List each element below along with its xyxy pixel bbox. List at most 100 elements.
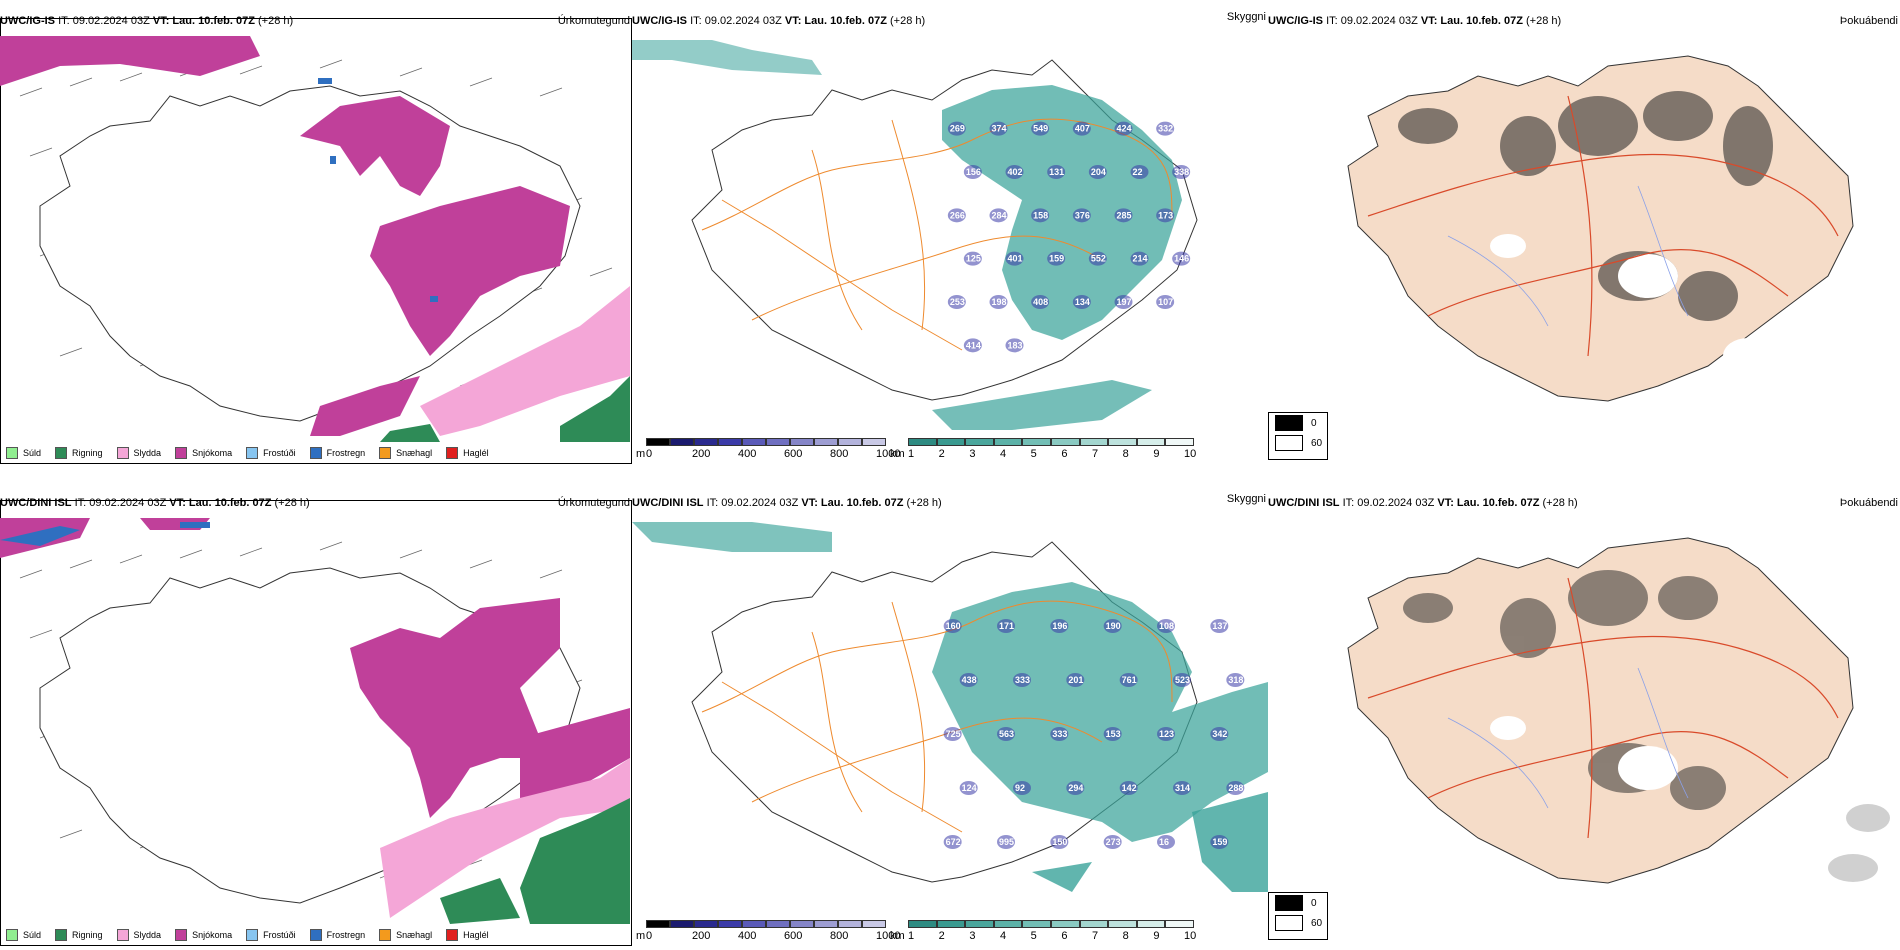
- colorbar-cell: [766, 920, 790, 928]
- colorbar-tick: 10: [1184, 930, 1197, 942]
- legend-swatch: [446, 447, 459, 459]
- ceiling-spot: [1047, 251, 1066, 266]
- legend-label: Snjókoma: [192, 448, 233, 458]
- legend-swatch: [309, 447, 322, 459]
- colorbar-unit: km: [890, 448, 905, 460]
- legend-item: Rigning: [55, 929, 103, 941]
- colorbar-cell: [936, 920, 966, 928]
- ceiling-spot: [1072, 208, 1091, 223]
- fog-legend-row: 60: [1269, 433, 1327, 453]
- legend-swatch: [116, 929, 129, 941]
- legend-item: Haglél: [446, 447, 489, 459]
- ceiling-value-label: 159: [1212, 837, 1227, 847]
- legend-label: Snæhagl: [396, 448, 433, 458]
- ceiling-value-label: 332: [1158, 124, 1173, 134]
- init-time: IT: 09.02.2024 03Z: [1326, 15, 1418, 27]
- ceiling-spot: [1226, 673, 1245, 687]
- ceiling-spot: [1130, 165, 1149, 179]
- legend-item: Snæhagl: [379, 447, 432, 459]
- ceiling-value-label: 407: [1075, 124, 1090, 134]
- ceiling-value-label: 137: [1212, 621, 1227, 631]
- ceiling-spot: [963, 251, 982, 266]
- road-network: [701, 600, 1173, 833]
- colorbar-tick: 800: [830, 930, 849, 942]
- ceiling-value-label: 204: [1091, 167, 1106, 177]
- ceiling-spot: [1210, 835, 1229, 849]
- ceiling-value-label: 124: [962, 783, 977, 793]
- fog-legend-label: 0: [1311, 897, 1317, 909]
- ceiling-value-label: 273: [1106, 837, 1121, 847]
- ceiling-value-label: 424: [1117, 124, 1132, 134]
- init-time: IT: 09.02.2024 03Z: [1342, 497, 1435, 509]
- colorbar-cell: [1136, 438, 1166, 446]
- ceiling-value-label: 672: [946, 837, 961, 847]
- ceiling-spot: [997, 619, 1015, 633]
- top-fog-header: UWC/IG-IS IT: 09.02.2024 03Z VT: Lau. 10…: [1268, 12, 1900, 30]
- ceiling-spot: [1119, 673, 1138, 687]
- ceiling-value-label: 253: [950, 297, 965, 307]
- ceiling-value-label: 173: [1158, 210, 1173, 220]
- lead-time: (+28 h): [906, 497, 942, 509]
- legend-item: Rigning: [55, 447, 103, 459]
- colorbar-tick: 1000: [876, 930, 901, 942]
- colorbar-unit: m: [636, 930, 646, 942]
- ceiling-value-label: 153: [1106, 729, 1121, 739]
- fog-legend-swatch: [1275, 915, 1303, 931]
- ceiling-colorbar: m 0 200 400 600 800 1000: [636, 438, 900, 464]
- ceiling-spot: [1130, 251, 1149, 266]
- colorbar-cell: [646, 920, 670, 928]
- legend-swatch: [379, 929, 392, 941]
- colorbar-tick: 7: [1092, 930, 1099, 942]
- colorbar-cell: [718, 920, 742, 928]
- fog-roads: [1367, 95, 1839, 357]
- valid-time: VT: Lau. 10.feb. 07Z: [784, 15, 887, 27]
- ceiling-spot: [1172, 251, 1191, 266]
- ceiling-value-label: 16: [1159, 837, 1169, 847]
- colorbar-tick: 9: [1153, 448, 1160, 460]
- lead-time: (+28 h): [1526, 15, 1562, 27]
- fog-legend-swatch: [1275, 415, 1303, 431]
- ceiling-spot: [1005, 251, 1024, 266]
- colorbar-cell: [838, 920, 862, 928]
- colorbar-cell: [862, 920, 886, 928]
- legend-swatch: [175, 929, 188, 941]
- ceiling-value-label: 549: [1033, 124, 1048, 134]
- panel-title: Skyggni: [1226, 12, 1266, 23]
- legend-swatch: [379, 447, 392, 459]
- precip-map-top: [0, 36, 630, 442]
- ceiling-value-label: 197: [1117, 297, 1132, 307]
- ceiling-spot: [963, 338, 982, 353]
- fog-legend-row: 0: [1269, 893, 1327, 913]
- ceiling-spot: [947, 121, 966, 136]
- colorbar-tick: 4: [1000, 930, 1007, 942]
- rain-areas: [380, 376, 630, 442]
- visibility-map-bottom: 160 171 196 190 108 137 438 333 201 761 523 318 725 5…: [632, 522, 1268, 892]
- ceiling-value-label: 342: [1212, 729, 1227, 739]
- ceiling-value-label: 134: [1075, 297, 1090, 307]
- precip-legend: Súld Rigning Slydda Snjókoma Frostúði Frostre…: [0, 924, 632, 946]
- colorbar-unit: km: [890, 930, 905, 942]
- colorbar-tick: 8: [1122, 448, 1129, 460]
- ceiling-spot: [1047, 165, 1066, 179]
- legend-swatch: [6, 447, 18, 459]
- colorbar-tick: 6: [1061, 930, 1068, 942]
- ceiling-spot: [1103, 727, 1122, 741]
- ceiling-value-label: 318: [1228, 675, 1243, 685]
- legend-label: Rigning: [72, 448, 103, 458]
- legend-label: Rigning: [72, 930, 103, 940]
- legend-item: Haglél: [446, 929, 489, 941]
- colorbar-tick: 3: [969, 930, 976, 942]
- colorbar-tick: 600: [784, 448, 803, 460]
- colorbar-tick: 200: [692, 930, 711, 942]
- ceiling-value-label: 995: [999, 837, 1014, 847]
- fog-legend-label: 60: [1311, 917, 1323, 929]
- legend-item: Snjókoma: [175, 447, 232, 459]
- ceiling-value-label: 563: [999, 729, 1014, 739]
- fog-white: [1490, 234, 1773, 374]
- ceiling-spot: [1157, 727, 1175, 741]
- bottom-vis-header: UWC/DINI ISL IT: 09.02.2024 03Z VT: Lau.…: [632, 494, 1268, 512]
- bottom-fog-panel: UWC/DINI ISL IT: 09.02.2024 03Z VT: Lau.…: [1268, 494, 1900, 946]
- rain-areas: [440, 798, 630, 924]
- lead-time: (+28 h): [890, 15, 926, 27]
- ceiling-spot: [1156, 295, 1175, 309]
